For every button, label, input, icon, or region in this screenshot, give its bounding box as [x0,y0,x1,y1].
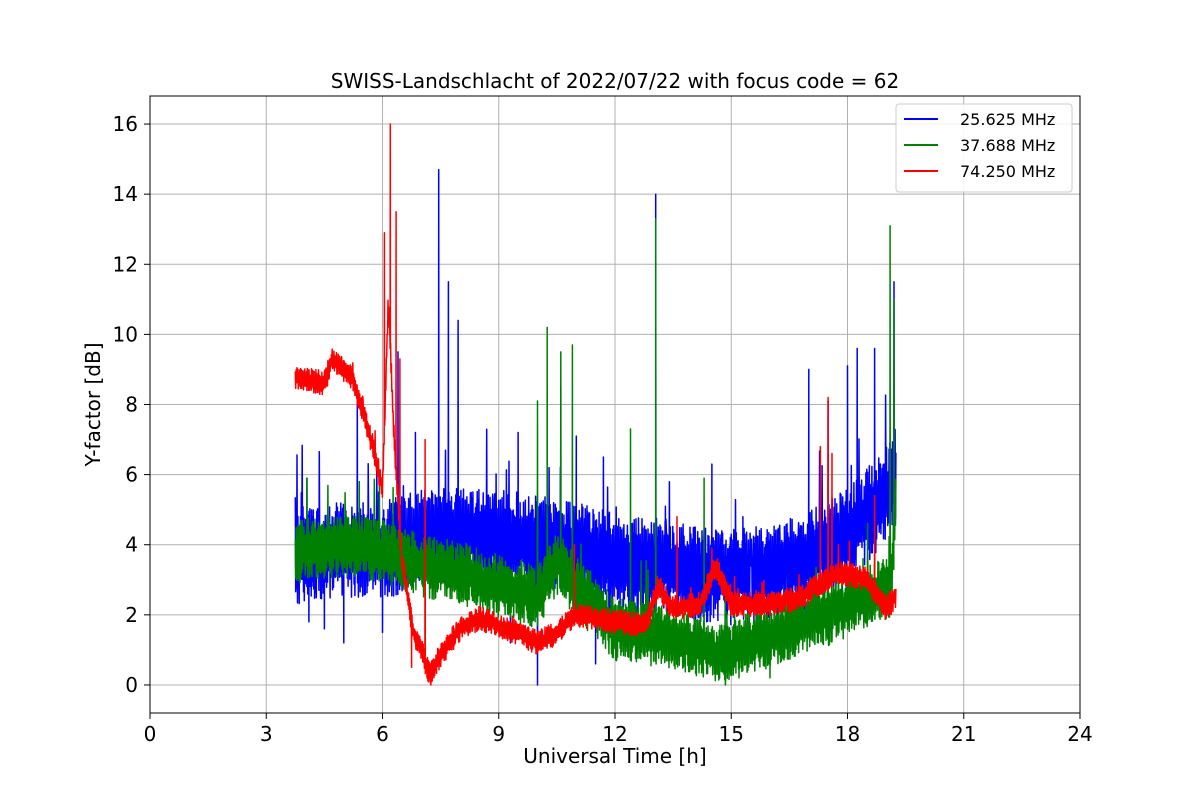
plot-area [294,123,897,686]
chart-title: SWISS-Landschlacht of 2022/07/22 with fo… [331,69,899,93]
x-tick-label: 15 [719,722,744,746]
x-tick-label: 6 [376,722,389,746]
legend-label: 74.250 MHz [960,162,1055,181]
y-tick-label: 6 [125,463,138,487]
y-axis-label: Y-factor [dB] [81,342,105,467]
y-tick-label: 12 [113,252,138,276]
x-tick-label: 24 [1067,722,1092,746]
x-tick-label: 9 [492,722,505,746]
x-tick-label: 18 [835,722,860,746]
legend: 25.625 MHz 37.688 MHz 74.250 MHz [895,103,1073,193]
x-tick-label: 21 [951,722,976,746]
y-tick-label: 4 [125,533,138,557]
series-line-3 [294,123,897,686]
x-axis-label: Universal Time [h] [523,744,706,768]
legend-label: 37.688 MHz [960,136,1055,155]
y-tick-label: 8 [125,393,138,417]
y-tick-label: 14 [113,182,138,206]
x-tick-label: 12 [602,722,627,746]
series-line-2 [294,217,897,686]
y-tick-label: 16 [113,112,138,136]
x-tick-label: 3 [260,722,273,746]
y-tick-label: 2 [125,603,138,627]
y-tick-label: 0 [125,673,138,697]
legend-box [895,103,1073,193]
y-tick-label: 10 [113,322,138,346]
legend-label: 25.625 MHz [960,110,1055,129]
x-tick-label: 0 [144,722,157,746]
